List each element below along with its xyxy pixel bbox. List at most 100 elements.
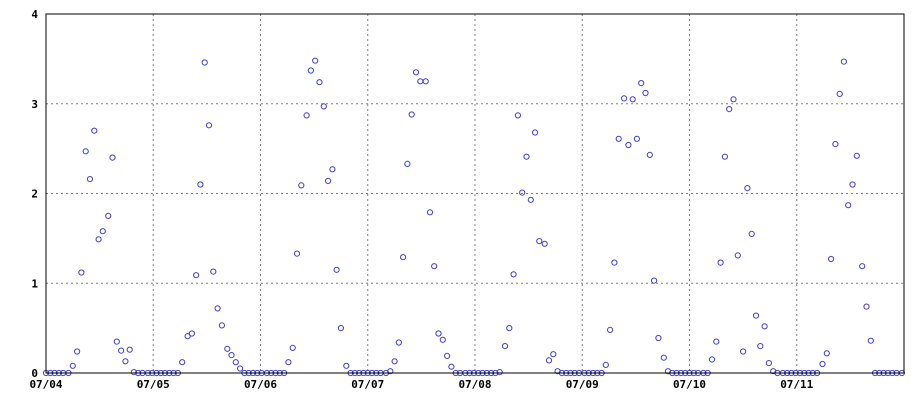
data-point: [717, 259, 724, 266]
data-point: [863, 303, 870, 310]
data-point: [431, 263, 438, 270]
data-point: [439, 336, 446, 343]
data-point: [426, 209, 434, 216]
data-point: [214, 305, 221, 312]
data-point: [527, 196, 534, 203]
data-point: [412, 69, 420, 76]
data-point: [607, 326, 614, 333]
data-point: [210, 268, 217, 275]
data-point: [184, 333, 191, 340]
data-point: [422, 78, 429, 85]
data-point: [444, 352, 451, 359]
x-tick-label: 07/10: [673, 378, 706, 391]
grid-lines: [46, 14, 904, 373]
x-tick-label: 07/06: [244, 378, 277, 391]
data-point: [387, 368, 394, 375]
data-point: [660, 354, 667, 361]
data-point: [232, 359, 239, 366]
y-axis-tick-labels: 0 1 2 3 4: [31, 8, 38, 380]
x-tick-label: 07/11: [780, 378, 813, 391]
data-point: [333, 266, 340, 273]
data-point: [289, 344, 296, 351]
data-point: [329, 166, 336, 173]
data-points: [42, 57, 906, 377]
data-point: [506, 325, 513, 332]
data-point: [713, 338, 720, 345]
data-point: [205, 122, 213, 129]
data-point: [621, 95, 628, 102]
data-point: [708, 356, 716, 363]
data-point: [853, 152, 860, 159]
data-point: [435, 330, 442, 337]
x-tick-label: 07/04: [29, 378, 62, 391]
data-point: [550, 351, 557, 358]
data-point: [126, 346, 133, 353]
data-point: [765, 360, 773, 367]
data-point: [448, 363, 455, 370]
data-point: [859, 263, 866, 270]
data-point: [602, 361, 609, 368]
data-point: [752, 312, 760, 319]
data-point: [237, 365, 244, 372]
data-point: [501, 343, 509, 350]
data-point: [404, 160, 411, 167]
data-point: [105, 212, 112, 219]
data-point: [757, 343, 764, 350]
data-point: [744, 185, 751, 192]
data-point: [312, 57, 319, 64]
data-point: [532, 129, 539, 136]
data-point: [496, 369, 503, 376]
data-point: [823, 350, 830, 357]
x-tick-label: 07/08: [458, 378, 491, 391]
data-point: [74, 348, 81, 355]
plot-frame: [45, 13, 905, 374]
data-point: [298, 182, 305, 189]
data-point: [638, 80, 645, 87]
data-point: [188, 330, 195, 337]
data-point: [655, 334, 662, 342]
data-point: [849, 181, 856, 188]
data-point: [536, 238, 543, 245]
data-point: [316, 79, 323, 86]
data-point: [228, 352, 235, 359]
data-point: [730, 96, 737, 103]
data-point: [400, 254, 407, 261]
data-point: [519, 189, 526, 196]
data-point: [629, 96, 636, 103]
data-point: [615, 135, 622, 142]
data-point: [86, 176, 94, 183]
data-point: [840, 58, 848, 65]
data-point: [293, 250, 301, 257]
data-point: [514, 112, 522, 119]
data-point: [642, 89, 649, 97]
data-point: [734, 252, 741, 259]
data-point: [95, 236, 102, 243]
data-point: [307, 67, 314, 74]
data-point: [408, 111, 415, 118]
data-point: [343, 362, 350, 369]
data-point: [179, 359, 186, 366]
data-point: [761, 323, 768, 330]
data-point: [130, 369, 137, 376]
data-point: [285, 359, 292, 366]
data-point: [819, 360, 826, 368]
data-point: [118, 347, 125, 354]
data-point: [109, 154, 116, 161]
data-point: [193, 272, 200, 279]
data-point: [99, 228, 106, 235]
data-point: [726, 106, 733, 113]
data-point: [337, 325, 344, 332]
data-point: [122, 358, 129, 365]
y-tick-label: 4: [31, 8, 38, 21]
data-point: [218, 322, 225, 329]
data-point: [651, 277, 658, 284]
y-tick-label: 2: [31, 188, 38, 201]
data-point: [197, 181, 204, 188]
data-point: [320, 103, 327, 110]
data-point: [867, 337, 874, 344]
data-point: [78, 269, 85, 276]
data-point: [523, 153, 530, 160]
x-tick-label: 07/09: [566, 378, 599, 391]
y-tick-label: 1: [31, 277, 38, 290]
data-point: [748, 230, 755, 237]
